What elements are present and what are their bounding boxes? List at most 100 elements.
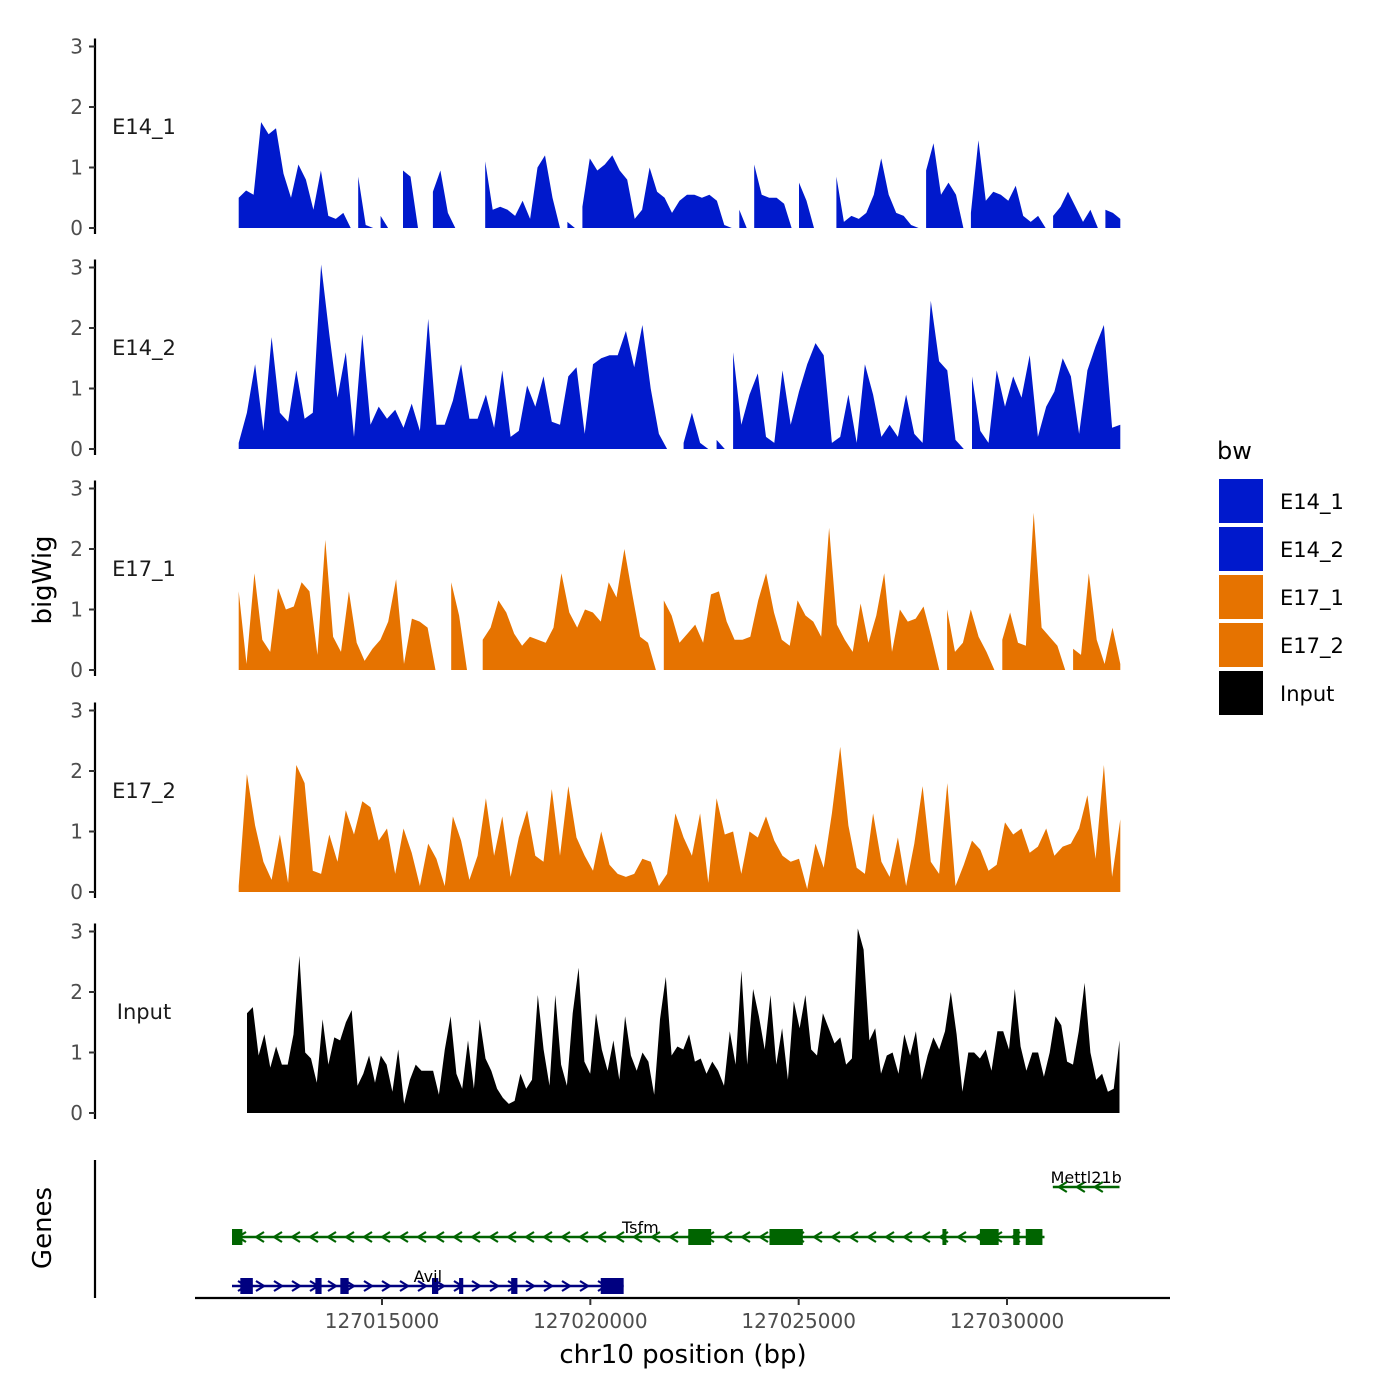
signal-area-E17_2 <box>238 746 1121 892</box>
exon <box>432 1278 439 1294</box>
track-label: E14_1 <box>112 115 176 140</box>
strand-arrow <box>865 1231 877 1243</box>
strand-arrow <box>541 1231 553 1243</box>
y-tick-label: 3 <box>70 477 83 501</box>
strand-arrow <box>273 1280 285 1292</box>
strand-arrow <box>1056 1181 1068 1193</box>
strand-arrow <box>471 1280 483 1292</box>
y-tick-label: 2 <box>70 759 83 783</box>
x-tick-label: 127015000 <box>325 1309 440 1333</box>
legend-title: bw <box>1217 437 1252 465</box>
y-tick-label: 1 <box>70 598 83 622</box>
legend-key-E14_1 <box>1219 479 1263 523</box>
strand-arrow <box>579 1280 591 1292</box>
signal-area-E14_1 <box>238 122 1121 228</box>
strand-arrow <box>469 1231 481 1243</box>
strand-arrow <box>327 1280 339 1292</box>
strand-arrow <box>757 1231 769 1243</box>
strand-arrow <box>489 1280 501 1292</box>
legend-key-E17_2 <box>1219 623 1263 667</box>
x-tick-label: 127030000 <box>950 1309 1065 1333</box>
track-label: E14_2 <box>112 336 176 361</box>
strand-arrow <box>577 1231 589 1243</box>
strand-arrow <box>613 1231 625 1243</box>
y-tick-label: 0 <box>70 880 83 904</box>
track-E17_2: 0 1 2 3 E17_2 <box>70 699 1121 904</box>
y-tick-label: 1 <box>70 1041 83 1065</box>
x-tick-label: 127025000 <box>741 1309 856 1333</box>
strand-arrow <box>505 1231 517 1243</box>
track-label: Input <box>117 1000 171 1024</box>
strand-arrow <box>559 1231 571 1243</box>
strand-arrow <box>883 1231 895 1243</box>
strand-arrow <box>955 1231 967 1243</box>
strand-arrow <box>415 1231 427 1243</box>
strand-arrow <box>631 1231 643 1243</box>
x-axis-title: chr10 position (bp) <box>559 1340 806 1370</box>
signal-area-E17_1 <box>238 512 1121 670</box>
strand-arrow <box>667 1231 679 1243</box>
strand-arrow <box>289 1231 301 1243</box>
strand-arrow <box>379 1231 391 1243</box>
legend: bw E14_1 E14_2 E17_1 E17_2 Input <box>1217 437 1344 715</box>
strand-arrow <box>361 1231 373 1243</box>
strand-arrow <box>435 1280 447 1292</box>
gene-label: Avil <box>414 1267 442 1286</box>
strand-arrow <box>561 1280 573 1292</box>
strand-arrow <box>271 1231 283 1243</box>
strand-arrow <box>451 1231 463 1243</box>
strand-arrow <box>307 1231 319 1243</box>
strand-arrow <box>739 1231 751 1243</box>
y-tick-label: 0 <box>70 216 83 240</box>
strand-arrow <box>847 1231 859 1243</box>
gene-Avil: Avil <box>232 1267 624 1294</box>
legend-label: E14_1 <box>1280 490 1344 515</box>
y-axis-title: bigWig <box>28 535 58 624</box>
strand-arrow <box>901 1231 913 1243</box>
exon <box>1013 1229 1020 1245</box>
exon <box>511 1278 518 1294</box>
strand-arrow <box>919 1231 931 1243</box>
strand-arrow <box>829 1231 841 1243</box>
strand-arrow <box>417 1280 429 1292</box>
y-tick-label: 1 <box>70 156 83 180</box>
strand-arrow <box>291 1280 303 1292</box>
gene-Mettl21b: Mettl21b <box>1051 1168 1122 1193</box>
gene-label: Tsfm <box>621 1218 659 1237</box>
y-tick-label: 2 <box>70 537 83 561</box>
strand-arrow <box>253 1231 265 1243</box>
track-E14_2: 0 1 2 3 E14_2 <box>70 256 1121 461</box>
strand-arrow <box>811 1231 823 1243</box>
strand-arrow <box>399 1280 411 1292</box>
x-axis: 127015000 127020000 127025000 127030000 <box>195 1296 1170 1333</box>
track-label: E17_2 <box>112 779 176 804</box>
strand-arrow <box>721 1231 733 1243</box>
strand-arrow <box>325 1231 337 1243</box>
signal-area-E14_2 <box>238 264 1121 449</box>
legend-key-Input <box>1219 671 1263 715</box>
strand-arrow <box>363 1280 375 1292</box>
strand-arrow <box>543 1280 555 1292</box>
exon <box>942 1229 947 1245</box>
y-tick-label: 3 <box>70 920 83 944</box>
exon <box>769 1229 803 1245</box>
signal-area-Input <box>247 928 1120 1113</box>
y-tick-label: 0 <box>70 1101 83 1125</box>
y-tick-label: 2 <box>70 980 83 1004</box>
genes-axis-title: Genes <box>28 1187 58 1269</box>
track-label: E17_1 <box>112 557 176 582</box>
y-tick-label: 1 <box>70 820 83 844</box>
track-E14_1: 0 1 2 3 E14_1 <box>70 35 1121 240</box>
strand-arrow <box>1092 1181 1104 1193</box>
strand-arrow <box>255 1280 267 1292</box>
exon <box>240 1278 253 1294</box>
strand-arrow <box>649 1231 661 1243</box>
strand-arrow <box>525 1280 537 1292</box>
legend-key-E17_1 <box>1219 575 1263 619</box>
tracks: 0 1 2 3 E14_1 0 1 2 3 E14_2 0 1 2 3 E17_1 0 1 2 3 E17_2 0 1 2 3… <box>70 35 1121 1125</box>
exon <box>1025 1229 1043 1245</box>
strand-arrow <box>595 1231 607 1243</box>
strand-arrow <box>523 1231 535 1243</box>
exon <box>340 1278 349 1294</box>
strand-arrow <box>433 1231 445 1243</box>
